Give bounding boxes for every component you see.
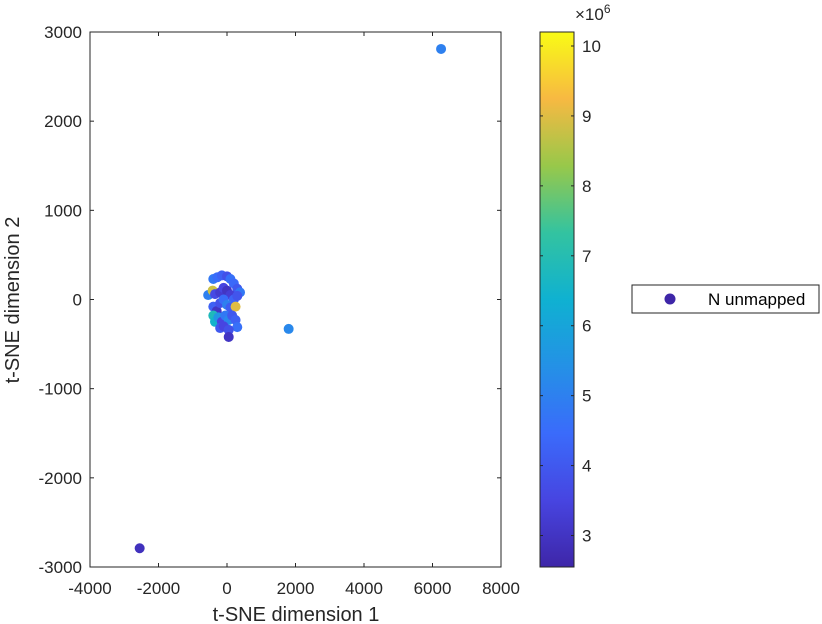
y-tick-label: -1000	[39, 380, 82, 399]
x-tick-label: -4000	[68, 579, 111, 598]
scatter-point	[230, 301, 241, 312]
scatter-point	[232, 290, 243, 301]
y-axis: -3000 -2000 -1000 0 1000 2000 3000	[39, 23, 501, 577]
x-tick-label: 6000	[414, 579, 452, 598]
x-tick-label: 2000	[277, 579, 315, 598]
y-tick-label: 3000	[44, 23, 82, 42]
legend-marker-icon	[664, 293, 676, 305]
colorbar-exponent-base: ×10	[575, 5, 604, 24]
scatter-point	[223, 324, 234, 335]
y-tick-label: 0	[73, 291, 82, 310]
x-tick-label: 0	[222, 579, 231, 598]
x-tick-label: -2000	[137, 579, 180, 598]
colorbar-ticks: 3 4 5 6 7 8 9 10	[540, 37, 601, 546]
plot-area	[89, 31, 502, 568]
scatter-point	[232, 322, 243, 333]
legend: N unmapped	[631, 284, 820, 314]
colorbar-exponent-power: 6	[604, 2, 611, 16]
colorbar-tick-label: 6	[582, 317, 591, 336]
x-tick-label: 4000	[345, 579, 383, 598]
scatter-point	[223, 331, 234, 342]
colorbar-tick-label: 10	[582, 37, 601, 56]
x-axis: -4000 -2000 0 2000 4000 6000 8000	[68, 32, 520, 598]
colorbar-tick-label: 8	[582, 177, 591, 196]
x-tick-label: 8000	[482, 579, 520, 598]
scatter-point	[134, 543, 145, 554]
scatter-point	[436, 43, 447, 54]
y-tick-label: -3000	[39, 558, 82, 577]
x-axis-label: t-SNE dimension 1	[213, 604, 380, 624]
colorbar	[539, 31, 575, 568]
y-tick-label: 2000	[44, 112, 82, 131]
legend-box	[631, 284, 820, 314]
y-axis-label: t-SNE dimension 2	[2, 217, 24, 384]
colorbar-tick-label: 5	[582, 387, 591, 406]
legend-entry-label: N unmapped	[708, 290, 805, 309]
colorbar-tick-label: 7	[582, 247, 591, 266]
colorbar-tick-label: 4	[582, 457, 591, 476]
colorbar-tick-label: 3	[582, 527, 591, 546]
colorbar-tick-label: 9	[582, 107, 591, 126]
scatter-point	[283, 323, 294, 334]
colorbar-exponent: ×106	[575, 2, 611, 24]
y-tick-label: -2000	[39, 469, 82, 488]
y-tick-label: 1000	[44, 201, 82, 220]
scatter-points	[134, 43, 447, 554]
